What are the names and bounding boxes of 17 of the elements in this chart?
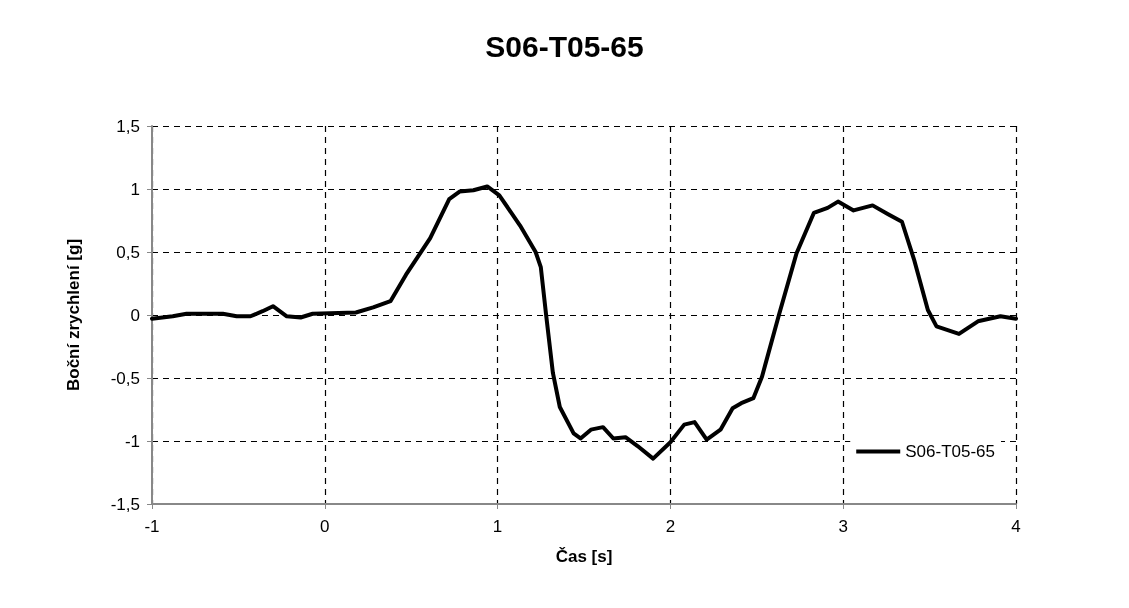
- x-tick-label: -1: [144, 517, 160, 536]
- y-tick-label: -1: [124, 431, 140, 451]
- x-tick-label: 0: [320, 517, 330, 536]
- y-tick-label: -1,5: [110, 494, 140, 514]
- x-axis-title: Čas [s]: [555, 547, 613, 566]
- y-axis-title: Boční zrychlení [g]: [64, 238, 83, 392]
- chart-title: S06-T05-65: [485, 29, 644, 63]
- y-tick-label: 1: [130, 179, 140, 199]
- y-tick-label: 1,5: [116, 116, 140, 136]
- y-tick-label: -0,5: [110, 368, 140, 388]
- legend-label: S06-T05-65: [905, 442, 996, 461]
- x-tick-label: 1: [492, 517, 503, 536]
- y-tick-label: 0: [130, 305, 140, 325]
- y-tick-label: 0,5: [116, 242, 140, 262]
- x-tick-label: 3: [838, 517, 848, 536]
- x-tick-label: 4: [1011, 517, 1021, 536]
- x-tick-label: 2: [665, 517, 676, 536]
